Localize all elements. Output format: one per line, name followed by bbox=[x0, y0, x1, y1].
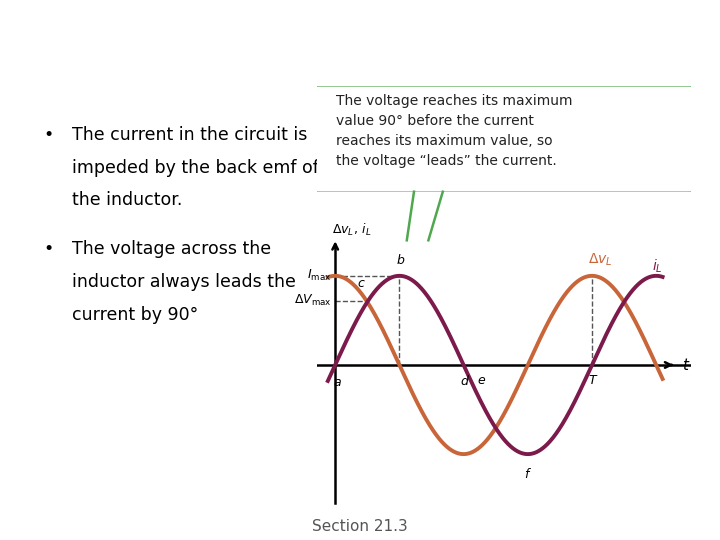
Text: $a$: $a$ bbox=[333, 376, 342, 389]
Text: current by 90°: current by 90° bbox=[72, 306, 198, 324]
Text: The voltage across the: The voltage across the bbox=[72, 240, 271, 259]
Text: $b$: $b$ bbox=[396, 253, 405, 267]
Text: Section 21.3: Section 21.3 bbox=[312, 519, 408, 534]
Text: $d$: $d$ bbox=[460, 374, 470, 388]
Text: $\Delta v_L$: $\Delta v_L$ bbox=[588, 252, 613, 268]
Text: $e$: $e$ bbox=[477, 374, 487, 387]
Text: $\Delta v_L,\, i_L$: $\Delta v_L,\, i_L$ bbox=[332, 222, 372, 238]
Text: $I_{\rm max}$: $I_{\rm max}$ bbox=[307, 268, 332, 284]
Text: $i_L$: $i_L$ bbox=[652, 258, 662, 275]
Text: $c$: $c$ bbox=[356, 277, 365, 290]
Text: Inductors in an AC Circuit: Inductors in an AC Circuit bbox=[148, 31, 572, 64]
Text: •: • bbox=[43, 126, 54, 144]
Text: The voltage reaches its maximum
value 90° before the current
reaches its maximum: The voltage reaches its maximum value 90… bbox=[336, 94, 572, 168]
Text: $f$: $f$ bbox=[523, 468, 532, 482]
Text: $\Delta V_{\rm max}$: $\Delta V_{\rm max}$ bbox=[294, 293, 332, 308]
Text: $T$: $T$ bbox=[588, 374, 598, 387]
Text: inductor always leads the: inductor always leads the bbox=[72, 273, 296, 291]
FancyBboxPatch shape bbox=[305, 85, 703, 193]
Text: impeded by the back emf of: impeded by the back emf of bbox=[72, 159, 319, 177]
Text: the inductor.: the inductor. bbox=[72, 191, 182, 210]
Text: $t$: $t$ bbox=[682, 357, 690, 373]
Text: The current in the circuit is: The current in the circuit is bbox=[72, 126, 307, 144]
Text: •: • bbox=[43, 240, 54, 259]
